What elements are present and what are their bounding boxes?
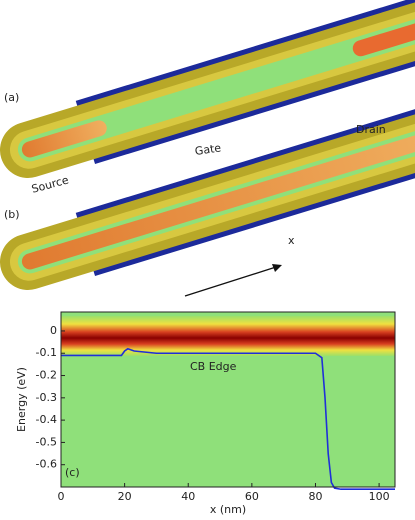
gate-label: Gate	[194, 141, 222, 158]
panel-label: (a)	[4, 91, 19, 104]
panel-label: (c)	[65, 466, 80, 479]
x-tick-label: 0	[58, 490, 65, 503]
y-tick-label: -0.2	[36, 369, 57, 382]
chart: 0 20 40 60 80 100 0 -0.1 -0.2 -0.3 -0.4 -0.5 -0.6 CB …	[15, 311, 396, 516]
x-tick-label: 80	[308, 490, 322, 503]
y-axis-label: Energy (eV)	[15, 367, 28, 432]
y-tick-label: -0.6	[36, 458, 57, 471]
arrow-head	[272, 264, 282, 272]
x-axis-label: x (nm)	[210, 503, 246, 516]
y-tick-label: -0.3	[36, 391, 57, 404]
plot-frame	[60, 311, 396, 488]
series-label: CB Edge	[190, 360, 237, 373]
density-band	[61, 316, 395, 356]
x-tick-label: 20	[118, 490, 132, 503]
x-tick-label: 100	[369, 490, 390, 503]
y-tick-label: 0	[50, 324, 57, 337]
y-tick-label: -0.4	[36, 413, 57, 426]
drain-label: Drain	[356, 123, 386, 136]
x-tick-label: 60	[245, 490, 259, 503]
panel-label: (b)	[4, 208, 20, 221]
y-tick-label: -0.5	[36, 435, 57, 448]
x-tick-label: 40	[181, 490, 195, 503]
y-tick-label: -0.1	[36, 346, 57, 359]
wire-b	[0, 104, 415, 290]
wire-a	[0, 0, 415, 178]
x-arrow	[184, 266, 277, 297]
axis-label: x	[288, 234, 295, 247]
